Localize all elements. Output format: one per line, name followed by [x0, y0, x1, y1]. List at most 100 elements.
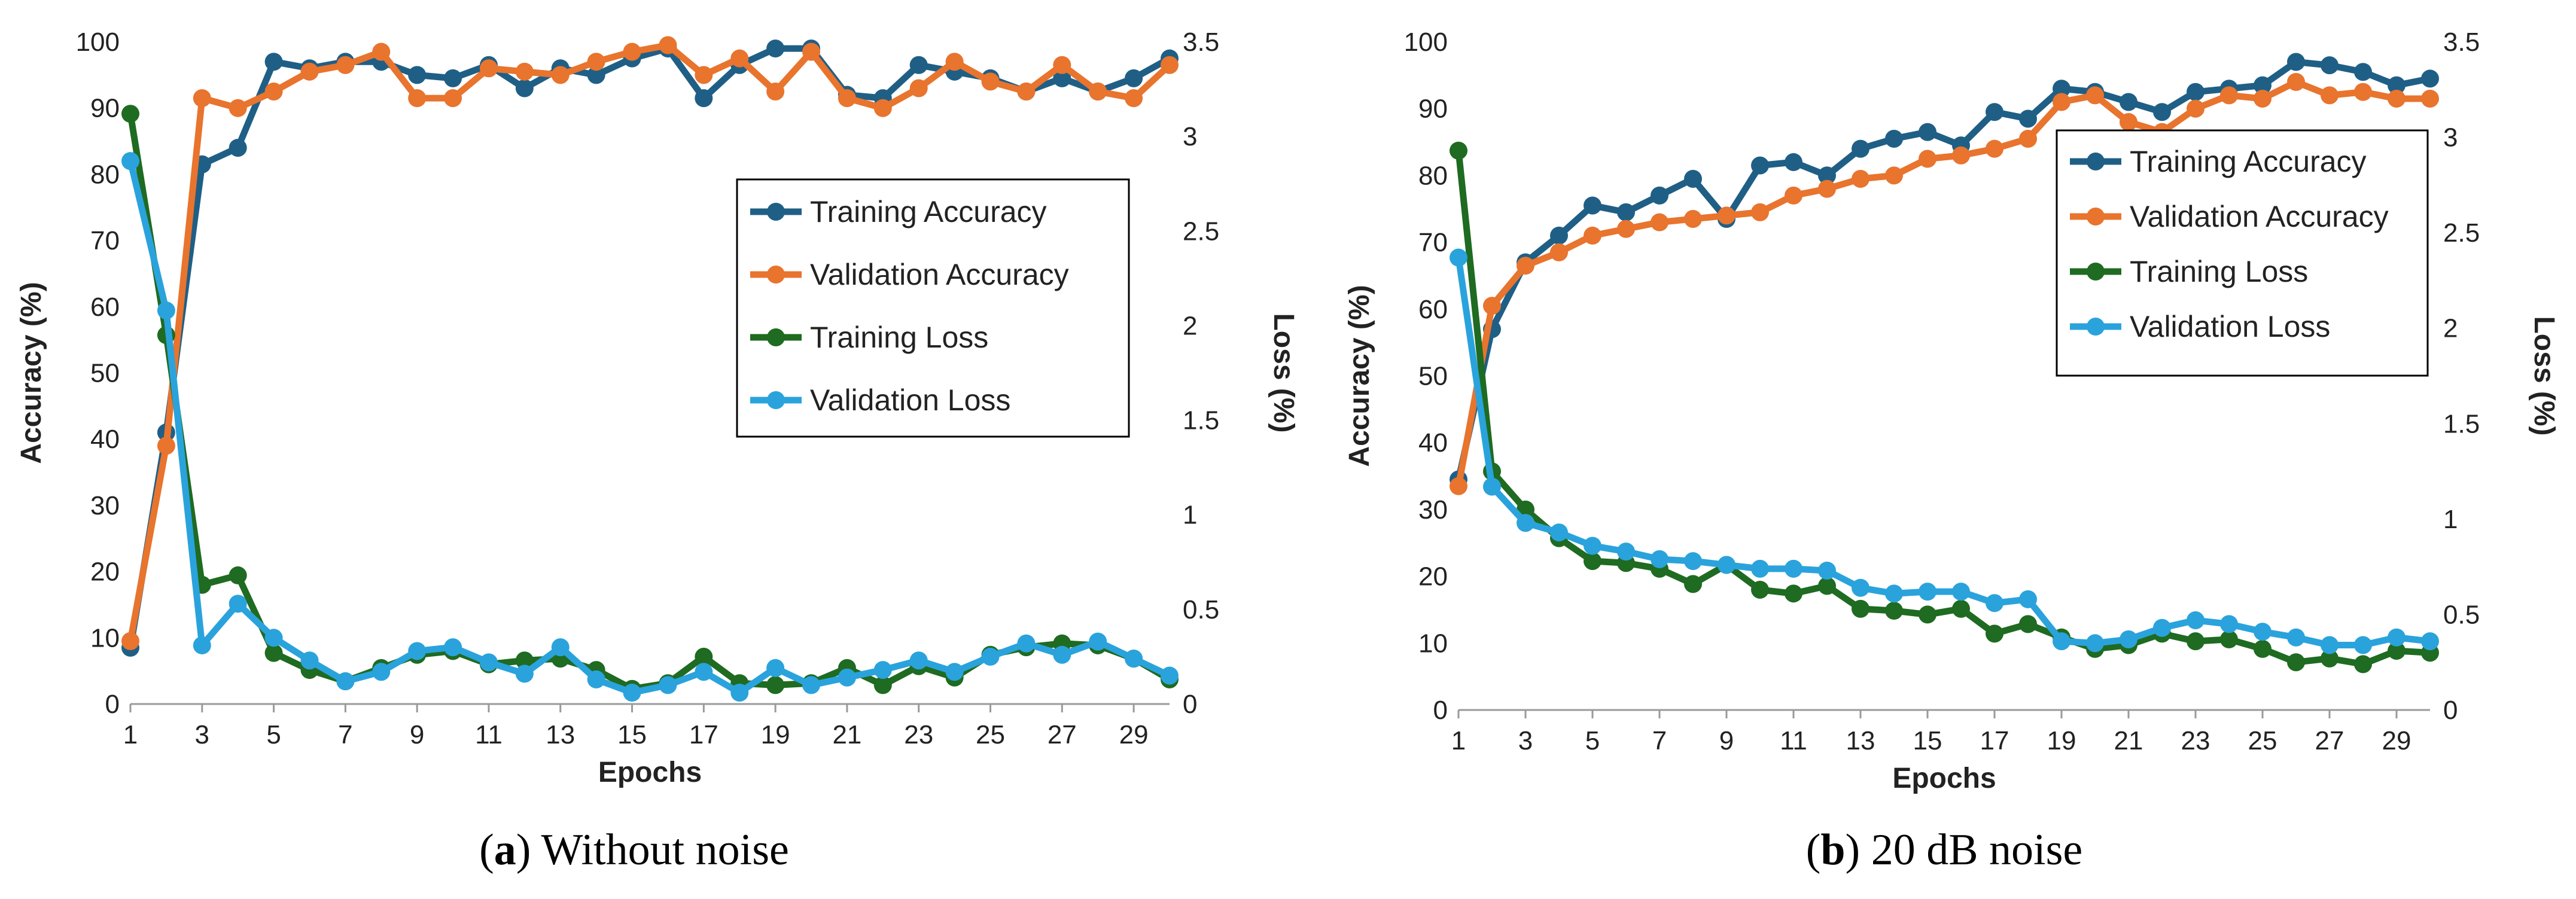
data-point — [2254, 89, 2271, 108]
legend-label: Training Loss — [810, 321, 988, 354]
data-point — [2086, 86, 2104, 105]
data-point — [336, 672, 355, 691]
data-point — [479, 653, 498, 672]
x-tick-label: 19 — [761, 720, 790, 749]
y-tick-label: 40 — [1418, 428, 1448, 458]
data-point — [1952, 599, 1970, 618]
series-validation-accuracy — [121, 36, 1179, 650]
data-point — [1089, 83, 1107, 101]
data-point — [1684, 210, 1702, 228]
y2-tick-label: 3 — [1183, 122, 1197, 151]
data-point — [695, 89, 713, 108]
x-tick-label: 3 — [1518, 726, 1533, 755]
data-point — [2388, 89, 2406, 108]
data-point — [1986, 594, 2003, 612]
data-point — [121, 632, 139, 650]
data-point — [1053, 645, 1071, 664]
data-point — [408, 89, 427, 108]
y2-axis-title: Loss (%) — [1268, 313, 1299, 432]
data-point — [1751, 203, 1769, 221]
legend-item: Training Loss — [750, 321, 988, 354]
data-point — [1684, 169, 1702, 188]
data-point — [2254, 623, 2271, 641]
legend-swatch-marker — [767, 266, 785, 284]
data-point — [695, 663, 713, 681]
y-tick-label: 60 — [90, 292, 120, 322]
y-tick-label: 100 — [76, 28, 120, 57]
data-point — [2321, 636, 2339, 654]
y-tick-label: 0 — [1433, 696, 1448, 725]
data-point — [2120, 113, 2137, 132]
legend-swatch-marker — [2087, 263, 2105, 281]
legend-swatch-marker — [767, 391, 785, 409]
data-point — [2187, 83, 2204, 101]
data-point — [1684, 552, 1702, 571]
data-point — [229, 595, 247, 613]
x-tick-label: 1 — [123, 720, 138, 749]
series-validation-loss — [121, 152, 1179, 702]
data-point — [229, 139, 247, 157]
legend-item: Validation Loss — [750, 383, 1010, 417]
data-point — [1986, 103, 2003, 121]
data-point — [1651, 550, 1668, 568]
data-point — [1785, 559, 1802, 578]
y-tick-label: 50 — [1418, 362, 1448, 391]
data-point — [1751, 156, 1769, 175]
caption-open-paren: ( — [1806, 825, 1821, 874]
data-point — [2187, 632, 2204, 651]
data-point — [1751, 580, 1769, 599]
data-point — [121, 105, 139, 123]
series-validation-accuracy — [1450, 73, 2439, 495]
data-point — [838, 668, 856, 687]
data-point — [1617, 203, 1635, 221]
data-point — [193, 636, 211, 654]
caption-text: 20 dB noise — [1860, 825, 2082, 874]
y-axis-title: Accuracy (%) — [1344, 285, 1375, 467]
x-tick-label: 13 — [546, 720, 575, 749]
data-point — [1483, 477, 1501, 496]
data-point — [1450, 141, 1467, 160]
figure-caption: (a) Without noise — [479, 825, 789, 874]
series-training-accuracy — [1450, 53, 2439, 489]
data-point — [1617, 220, 1635, 238]
y-axis-title: Accuracy (%) — [16, 282, 47, 464]
data-point — [2287, 628, 2305, 647]
data-point — [2287, 653, 2305, 672]
data-point — [515, 665, 534, 683]
data-point — [300, 651, 319, 670]
legend-swatch-marker — [2087, 153, 2105, 170]
legend-label: Validation Loss — [2130, 310, 2330, 343]
y-tick-label: 40 — [90, 425, 120, 454]
data-point — [1651, 186, 1668, 205]
data-point — [2421, 89, 2439, 108]
y-tick-label: 50 — [90, 359, 120, 388]
x-tick-label: 27 — [1048, 720, 1077, 749]
data-point — [587, 53, 605, 71]
data-point — [587, 670, 605, 688]
data-point — [1584, 537, 1601, 555]
x-tick-label: 15 — [1913, 726, 1942, 755]
data-point — [1852, 169, 1869, 188]
data-point — [551, 638, 570, 657]
data-point — [444, 89, 462, 108]
data-point — [264, 83, 283, 101]
data-point — [408, 66, 427, 84]
data-point — [264, 53, 283, 71]
legend-box — [736, 178, 1130, 438]
data-point — [229, 99, 247, 117]
y-tick-label: 100 — [1404, 28, 1448, 57]
x-tick-label: 17 — [1980, 726, 2009, 755]
data-point — [1584, 552, 1601, 571]
y-tick-label: 30 — [1418, 495, 1448, 525]
data-point — [1684, 575, 1702, 593]
data-point — [1785, 186, 1802, 205]
data-point — [2053, 93, 2070, 111]
data-point — [1550, 243, 1568, 261]
data-point — [1125, 650, 1143, 668]
data-point — [623, 42, 641, 61]
x-tick-label: 5 — [266, 720, 281, 749]
data-point — [766, 659, 785, 677]
data-point — [2321, 56, 2339, 75]
data-point — [2421, 69, 2439, 88]
data-point — [1517, 257, 1534, 275]
